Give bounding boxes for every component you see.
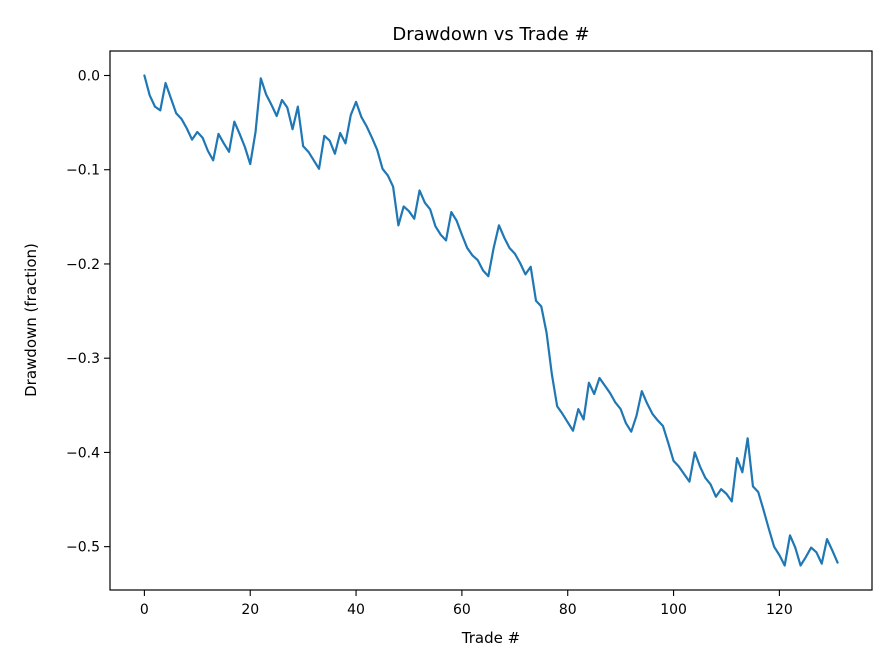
chart-title: Drawdown vs Trade # [392, 24, 589, 45]
x-axis-ticks: 0 20 40 60 80 100 120 [140, 590, 793, 618]
x-tick-label: 60 [453, 602, 471, 618]
y-tick-label: 0.0 [78, 69, 100, 85]
x-tick-label: 80 [559, 602, 577, 618]
x-tick-label: 0 [140, 602, 149, 618]
x-tick-label: 100 [660, 602, 687, 618]
series-layer [143, 74, 839, 567]
drawdown-series-line [143, 74, 839, 567]
x-tick-label: 120 [766, 602, 793, 618]
y-tick-label: −0.4 [66, 445, 100, 461]
y-tick-label: −0.2 [66, 257, 100, 273]
x-tick-label: 20 [241, 602, 259, 618]
axes-frame [109, 50, 873, 591]
x-axis-label: Trade # [461, 629, 520, 647]
y-axis-label: Drawdown (fraction) [22, 243, 40, 397]
y-tick-label: −0.3 [66, 351, 100, 367]
y-axis-ticks: 0.0 −0.1 −0.2 −0.3 −0.4 −0.5 [66, 69, 110, 556]
y-tick-label: −0.1 [66, 163, 100, 179]
x-tick-label: 40 [347, 602, 365, 618]
y-tick-label: −0.5 [66, 540, 100, 556]
